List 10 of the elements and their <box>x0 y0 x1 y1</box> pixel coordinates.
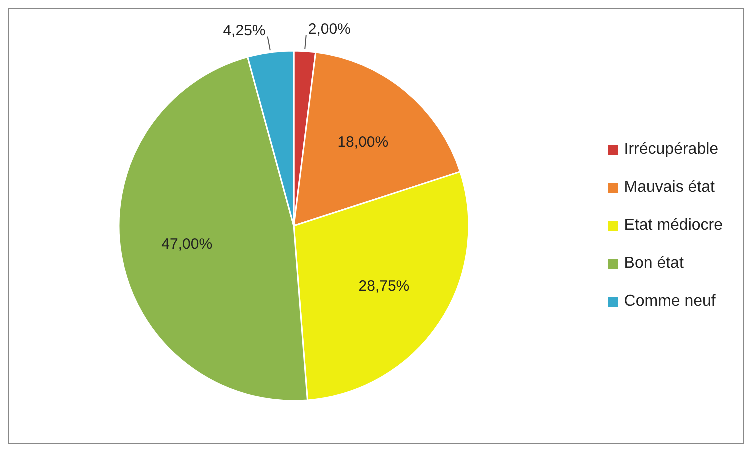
legend-label: Mauvais état <box>624 179 715 197</box>
data-label: 4,25% <box>223 22 266 40</box>
data-label: 2,00% <box>308 20 351 38</box>
legend-label: Bon état <box>624 255 684 273</box>
legend-label: Etat médiocre <box>624 217 723 235</box>
legend-label: Comme neuf <box>624 293 716 311</box>
data-label: 47,00% <box>162 236 213 254</box>
legend-label: Irrécupérable <box>624 141 719 159</box>
data-label: 28,75% <box>358 278 410 295</box>
data-label: 18,00% <box>338 134 389 151</box>
